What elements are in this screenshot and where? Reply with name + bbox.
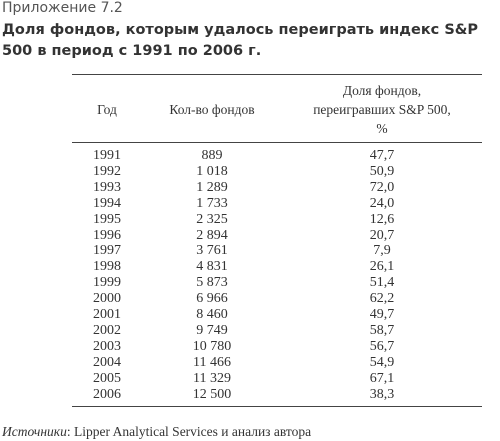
table-cell: 6 966: [196, 291, 228, 307]
table-cell: 1995: [93, 211, 121, 227]
table-cell: 2004: [93, 354, 121, 370]
table-cell: 38,3: [282, 386, 482, 407]
column-header: Год: [72, 74, 142, 143]
table-cell: 11 466: [193, 354, 231, 370]
table-cell: 12 500: [142, 386, 282, 407]
header-row: Год Кол-во фондов Доля фондов, переигравши…: [72, 74, 482, 143]
table-row: 1997 3 761 7,9: [72, 243, 482, 259]
source-note: Источники: Lipper Analytical Services и …: [2, 424, 311, 440]
table-cell: 1 018: [196, 163, 228, 179]
table-row: 1995 2 325 12,6: [72, 212, 482, 228]
table-cell: 2 894: [196, 227, 228, 243]
table-cell: 2000: [93, 291, 121, 307]
table-row: 1996 2 894 20,7: [72, 228, 482, 244]
table-cell: 1991: [93, 148, 121, 163]
table-cell: 889: [201, 148, 223, 163]
table-cell: 11 329: [193, 370, 231, 386]
table-cell: 26,1: [369, 259, 395, 275]
table-cell: 4 831: [196, 259, 228, 275]
table-cell: 1998: [93, 259, 121, 275]
table-row: 2006 12 500 38,3: [72, 386, 482, 407]
table-cell: 47,7: [369, 148, 395, 163]
source-label: Источники: [2, 424, 67, 439]
title: Доля фондов, которым удалось переиграть …: [2, 22, 479, 59]
table-cell: 1997: [93, 243, 121, 259]
data-table: Год Кол-во фондов Доля фондов, переигравши…: [72, 74, 482, 407]
table-row: 1991 889 47,7: [72, 143, 482, 164]
table-cell: 1993: [93, 179, 121, 195]
table-cell: 2002: [93, 322, 121, 338]
table-body: 1991 889 47,7 1992 1 018 50,9 1993 1 289 72,0 199…: [72, 143, 482, 407]
table-cell: 10 780: [192, 338, 232, 354]
table-row: 2000 6 966 62,2: [72, 291, 482, 307]
table-row: 1999 5 873 51,4: [72, 275, 482, 291]
table-cell: 72,0: [369, 179, 395, 195]
table-cell: 51,4: [369, 275, 395, 291]
table-cell: 1999: [93, 275, 121, 291]
table-row: 1998 4 831 26,1: [72, 259, 482, 275]
table-row: 2003 10 780 56,7: [72, 339, 482, 355]
table-cell: 2 325: [196, 211, 228, 227]
table-cell: 2006: [72, 386, 142, 407]
table-cell: 49,7: [369, 307, 395, 323]
table-row: 2004 11 466 54,9: [72, 355, 482, 371]
table-cell: 56,7: [369, 338, 395, 354]
table-cell: 3 761: [196, 243, 228, 259]
table-cell: 12,6: [369, 211, 395, 227]
table-cell: 9 749: [196, 322, 228, 338]
table-cell: 67,1: [369, 370, 395, 386]
table-cell: 2003: [93, 338, 121, 354]
table-row: 2002 9 749 58,7: [72, 323, 482, 339]
table-cell: 2001: [93, 307, 121, 323]
table-row: 1994 1 733 24,0: [72, 196, 482, 212]
column-header: Кол-во фондов: [142, 74, 282, 143]
table-row: 2001 8 460 49,7: [72, 307, 482, 323]
table-row: 1993 1 289 72,0: [72, 180, 482, 196]
table-cell: 1 289: [196, 179, 228, 195]
table-cell: 1 733: [196, 195, 228, 211]
table-cell: 24,0: [369, 195, 395, 211]
table-cell: 2005: [93, 370, 121, 386]
table-cell: 8 460: [196, 307, 228, 323]
table-cell: 50,9: [369, 163, 395, 179]
appendix-label: Приложение 7.2: [2, 0, 123, 16]
table-cell: 5 873: [196, 275, 228, 291]
table-row: 2005 11 329 67,1: [72, 371, 482, 387]
table-cell: 54,9: [369, 354, 395, 370]
column-header: Доля фондов, переигравших S&P 500, %: [282, 74, 482, 143]
table-cell: 1992: [93, 163, 121, 179]
table-cell: 62,2: [369, 291, 395, 307]
table-cell: 7,9: [373, 243, 391, 259]
table-row: 1992 1 018 50,9: [72, 164, 482, 180]
table-cell: 20,7: [369, 227, 395, 243]
table-cell: 58,7: [369, 322, 395, 338]
source-text: : Lipper Analytical Services и анализ ав…: [66, 424, 312, 439]
table-cell: 1994: [93, 195, 121, 211]
table-cell: 1996: [93, 227, 121, 243]
